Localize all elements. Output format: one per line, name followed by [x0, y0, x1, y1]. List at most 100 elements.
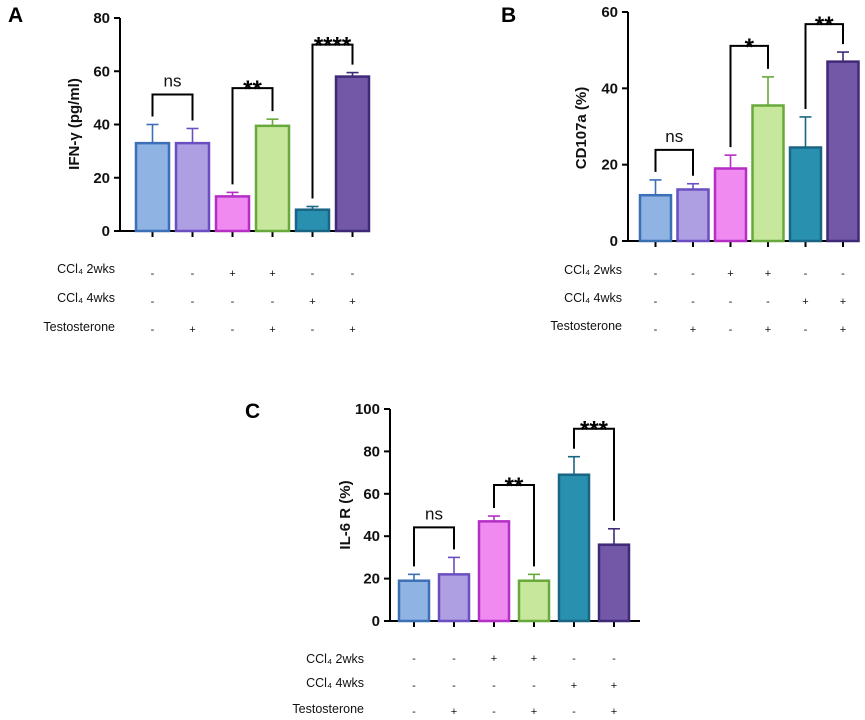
- condition-sign: -: [804, 324, 808, 336]
- condition-sign: +: [229, 268, 235, 280]
- condition-sign: -: [231, 296, 235, 308]
- condition-sign: -: [492, 680, 496, 692]
- condition-sign: +: [491, 653, 497, 665]
- condition-sign: +: [765, 324, 771, 336]
- condition-sign: -: [191, 296, 195, 308]
- significance-label: **: [505, 473, 524, 500]
- y-axis-label: IL-6 R (%): [337, 480, 354, 549]
- condition-sign: +: [269, 324, 275, 336]
- y-tick-label: 20: [363, 571, 380, 588]
- bar: [713, 167, 748, 243]
- y-tick-label: 40: [93, 117, 110, 134]
- condition-label: CCl₄ 4wks: [306, 676, 364, 690]
- condition-sign: +: [840, 324, 846, 336]
- condition-sign: +: [269, 268, 275, 280]
- significance-bracket: [804, 23, 844, 109]
- bar: [477, 520, 511, 623]
- bar: [334, 75, 371, 233]
- bar: [597, 543, 631, 623]
- condition-sign: -: [612, 653, 616, 665]
- condition-sign: +: [451, 706, 457, 718]
- condition-sign: -: [271, 296, 275, 308]
- condition-sign: +: [531, 706, 537, 718]
- condition-sign: -: [654, 268, 658, 280]
- panel-letter: C: [245, 400, 260, 423]
- bar: [788, 146, 823, 243]
- y-axis-label: CD107a (%): [573, 87, 590, 170]
- y-tick-label: 0: [102, 223, 110, 240]
- condition-sign: -: [351, 268, 355, 280]
- y-tick-label: 20: [93, 170, 110, 187]
- significance-label: ns: [164, 72, 182, 91]
- significance-label: ns: [665, 127, 683, 146]
- condition-sign: -: [231, 324, 235, 336]
- significance-label: ****: [314, 33, 352, 60]
- bar: [397, 579, 431, 623]
- condition-sign: -: [151, 324, 155, 336]
- y-tick-label: 100: [355, 401, 380, 418]
- y-tick-label: 40: [601, 80, 618, 97]
- significance-bracket: [231, 87, 274, 185]
- condition-label: Testosterone: [550, 319, 622, 333]
- significance-label: **: [815, 12, 834, 39]
- condition-sign: +: [802, 296, 808, 308]
- condition-label: CCl₄ 2wks: [306, 652, 364, 666]
- y-tick-label: 60: [93, 63, 110, 80]
- condition-sign: -: [412, 653, 416, 665]
- condition-label: Testosterone: [292, 702, 364, 716]
- y-tick-label: 60: [601, 4, 618, 21]
- condition-sign: -: [151, 268, 155, 280]
- condition-sign: -: [151, 296, 155, 308]
- y-tick-label: 20: [601, 157, 618, 174]
- condition-sign: -: [492, 706, 496, 718]
- bar: [557, 473, 591, 623]
- condition-sign: -: [412, 706, 416, 718]
- condition-sign: +: [189, 324, 195, 336]
- significance-bracket: [311, 43, 354, 199]
- condition-sign: -: [729, 324, 733, 336]
- bar: [638, 193, 673, 243]
- condition-sign: -: [691, 296, 695, 308]
- condition-sign: -: [452, 653, 456, 665]
- y-tick-label: 80: [363, 443, 380, 460]
- condition-sign: +: [765, 268, 771, 280]
- condition-sign: -: [311, 324, 315, 336]
- condition-sign: -: [311, 268, 315, 280]
- condition-sign: +: [349, 324, 355, 336]
- bar: [174, 141, 211, 233]
- bar: [517, 579, 551, 623]
- condition-sign: +: [840, 296, 846, 308]
- condition-sign: -: [841, 268, 845, 280]
- condition-sign: +: [727, 268, 733, 280]
- condition-sign: -: [691, 268, 695, 280]
- condition-sign: -: [804, 268, 808, 280]
- bar: [214, 195, 251, 233]
- significance-label: ns: [425, 504, 443, 523]
- y-axis-label: IFN-γ (pg/ml): [66, 78, 83, 170]
- significance-bracket: [654, 148, 694, 176]
- bar: [134, 141, 171, 233]
- condition-sign: -: [191, 268, 195, 280]
- condition-sign: -: [572, 706, 576, 718]
- bar: [751, 104, 785, 243]
- significance-label: **: [243, 76, 262, 103]
- condition-sign: +: [349, 296, 355, 308]
- significance-label: *: [745, 34, 755, 61]
- significance-bracket: [413, 526, 455, 567]
- bar: [254, 124, 291, 233]
- condition-sign: -: [532, 680, 536, 692]
- bar: [676, 188, 710, 243]
- bar: [294, 208, 331, 233]
- panel-letter: A: [8, 4, 23, 27]
- condition-sign: +: [611, 706, 617, 718]
- condition-sign: -: [729, 296, 733, 308]
- condition-sign: -: [412, 680, 416, 692]
- condition-sign: +: [611, 680, 617, 692]
- condition-sign: -: [452, 680, 456, 692]
- bar: [826, 60, 860, 243]
- y-tick-label: 0: [372, 613, 380, 630]
- condition-sign: +: [690, 324, 696, 336]
